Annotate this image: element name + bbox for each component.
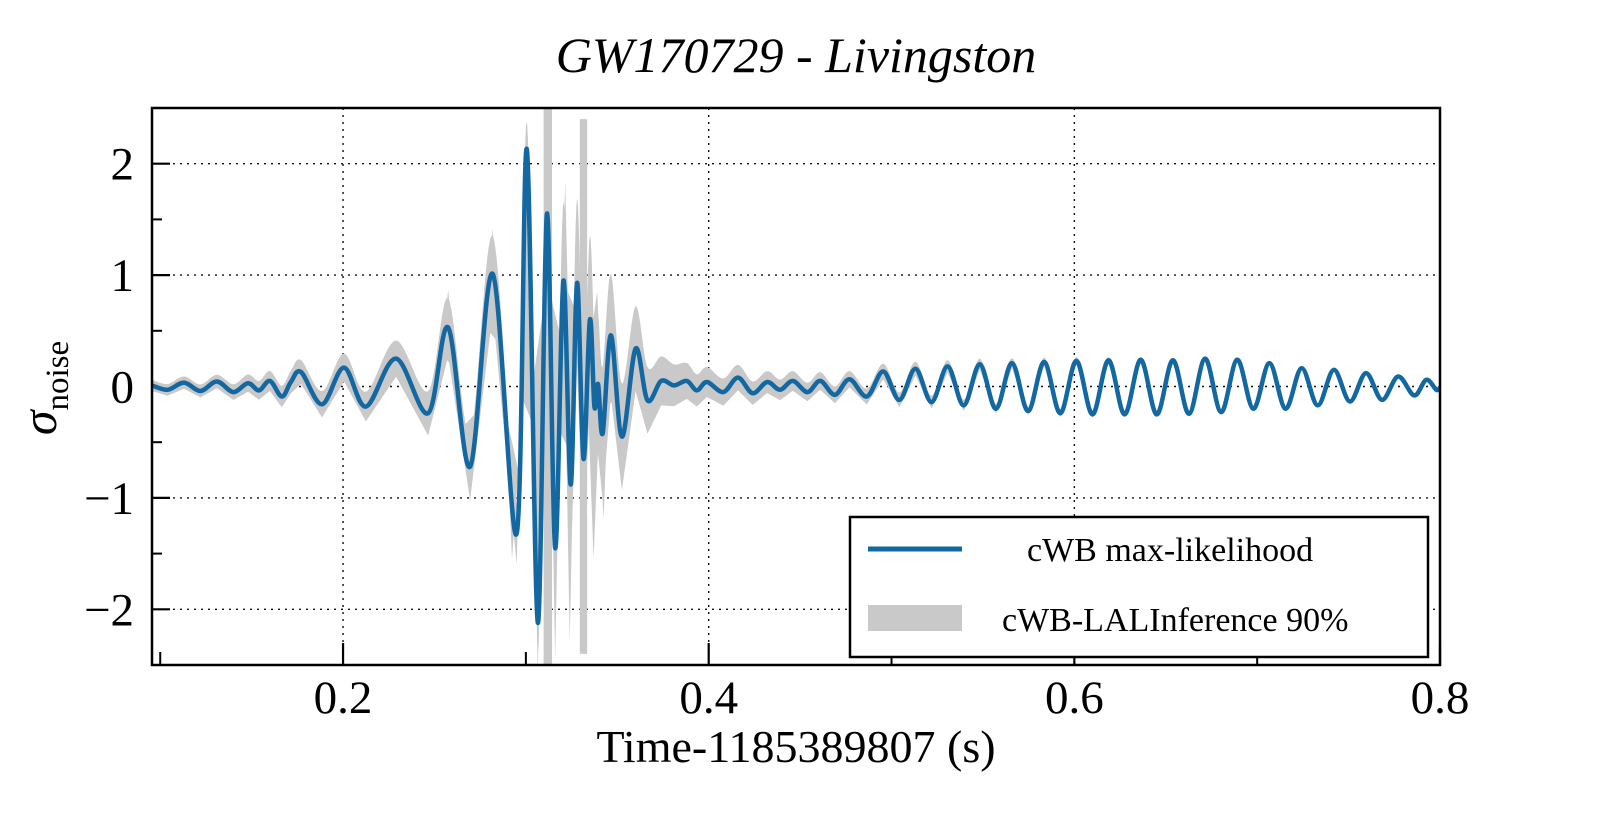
x-tick-label: 0.6 bbox=[1045, 672, 1104, 724]
legend: cWB max-likelihood cWB-LALInference 90% bbox=[848, 515, 1430, 659]
y-tick-label: −1 bbox=[84, 473, 134, 525]
x-tick-label: 0.8 bbox=[1411, 672, 1470, 724]
y-tick-label: −2 bbox=[84, 584, 134, 636]
y-tick-labels: −2 −1 0 1 2 bbox=[84, 139, 134, 637]
confidence-band-column bbox=[579, 119, 588, 654]
y-tick-label: 2 bbox=[111, 139, 135, 191]
y-tick-label: 1 bbox=[111, 250, 135, 302]
x-axis-label: Time-1185389807 (s) bbox=[596, 721, 995, 772]
plot-border bbox=[150, 106, 1442, 667]
x-tick-label: 0.2 bbox=[314, 672, 373, 724]
x-tick-label: 0.4 bbox=[679, 672, 738, 724]
x-tick-labels: 0.2 0.4 0.6 0.8 bbox=[314, 672, 1470, 724]
data-layer bbox=[152, 108, 1440, 665]
y-axis-label-symbol: σ bbox=[11, 408, 67, 435]
y-axis-label-subscript: noise bbox=[40, 341, 76, 411]
chart-title: GW170729 - Livingston bbox=[556, 27, 1037, 83]
confidence-band-spike bbox=[587, 379, 600, 560]
legend-band-sample bbox=[868, 605, 962, 631]
max-likelihood-line bbox=[152, 146, 1440, 625]
legend-label-lalinference: cWB-LALInference 90% bbox=[1002, 602, 1348, 639]
confidence-band-column bbox=[543, 108, 553, 665]
y-axis-label: σnoise bbox=[11, 341, 76, 435]
legend-box bbox=[848, 515, 1430, 659]
legend-label-max-likelihood: cWB max-likelihood bbox=[1027, 532, 1313, 569]
y-tick-label: 0 bbox=[111, 362, 135, 414]
